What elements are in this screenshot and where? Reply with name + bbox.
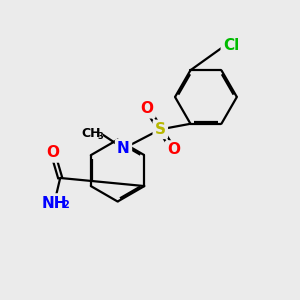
Text: O: O (141, 101, 154, 116)
Text: NH: NH (42, 196, 67, 211)
Text: S: S (155, 122, 166, 137)
Text: CH: CH (81, 127, 101, 140)
Text: O: O (167, 142, 180, 158)
Text: O: O (46, 146, 59, 160)
Text: Cl: Cl (223, 38, 239, 53)
Text: 3: 3 (98, 132, 103, 141)
Text: N: N (117, 141, 130, 156)
Text: 2: 2 (63, 200, 69, 210)
